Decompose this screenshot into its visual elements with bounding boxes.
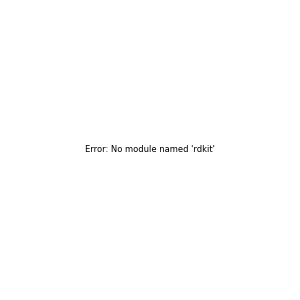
Text: Error: No module named 'rdkit': Error: No module named 'rdkit': [85, 146, 215, 154]
